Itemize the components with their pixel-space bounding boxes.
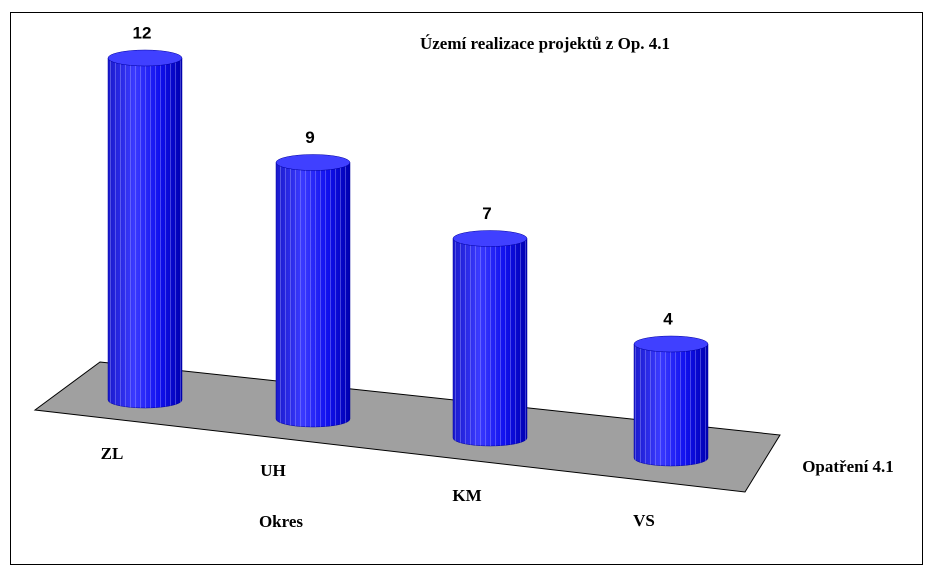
cylinder-top [107,49,183,67]
chart-title: Území realizace projektů z Op. 4.1 [420,34,670,53]
cylinder-stripes [276,162,350,427]
value-label: 12 [133,23,152,42]
x-tick-label: ZL [101,444,124,463]
cylinder-stripes [108,58,182,408]
x-tick-label: VS [633,511,655,530]
series-label: Opatření 4.1 [802,457,894,476]
value-label: 4 [663,309,673,328]
cylinder-top [275,154,351,171]
cylinder-top [452,230,528,247]
value-label: 9 [305,128,314,147]
cylinder-stripes [453,238,527,446]
cylinder-stripes [634,344,708,466]
x-tick-label: KM [452,486,481,505]
x-axis-label: Okres [259,512,303,531]
floor [33,361,781,493]
x-tick-label: UH [260,461,286,480]
cylinder-top [633,335,709,353]
value-label: 7 [482,204,491,223]
